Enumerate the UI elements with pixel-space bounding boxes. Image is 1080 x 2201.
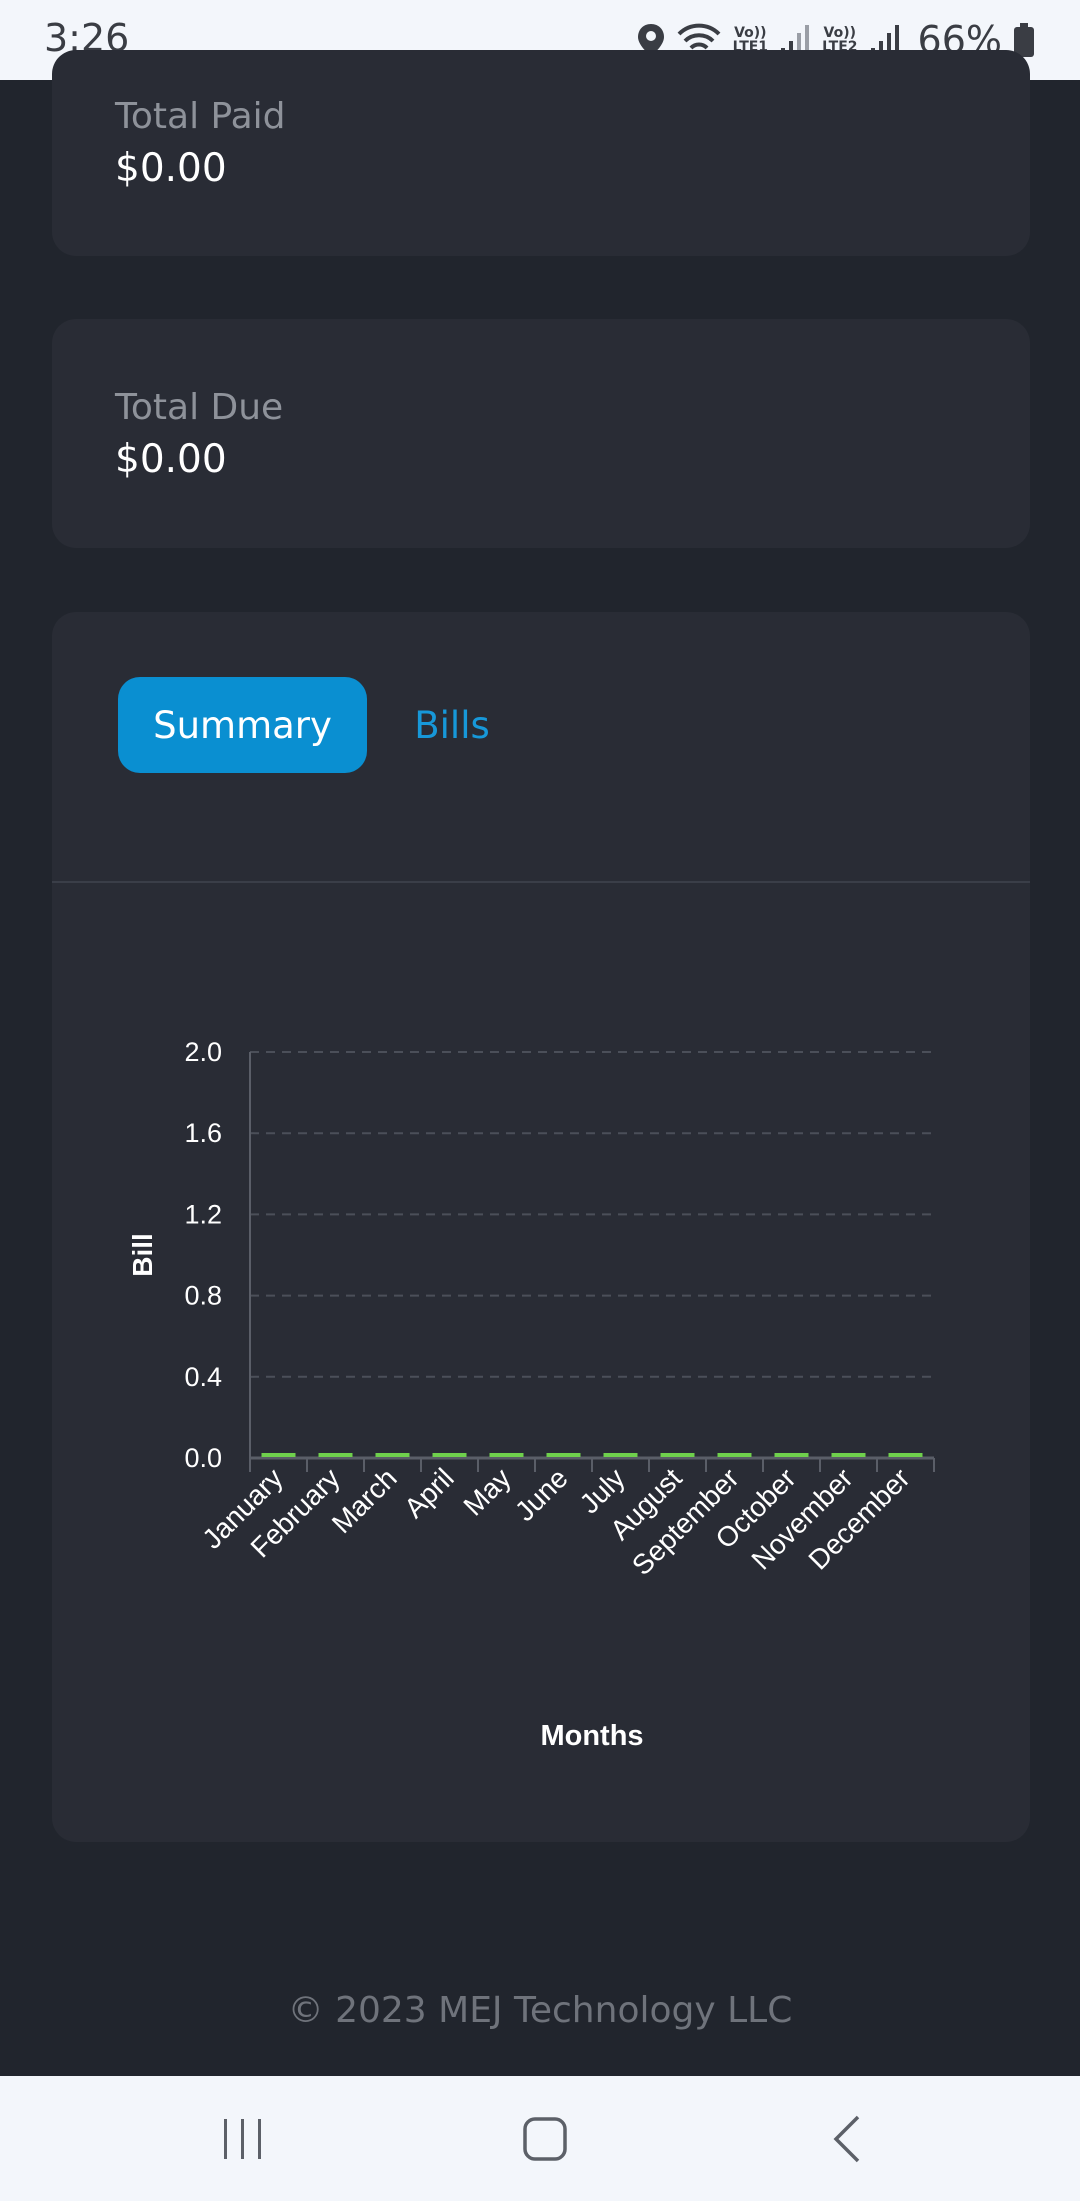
home-button[interactable] <box>485 2076 605 2201</box>
bar <box>603 1453 638 1457</box>
recent-apps-button[interactable] <box>183 2076 303 2201</box>
bar <box>660 1453 695 1457</box>
bar <box>888 1453 923 1457</box>
x-tick-label: April <box>398 1462 460 1524</box>
bar <box>717 1453 752 1457</box>
y-tick-label: 1.2 <box>184 1199 222 1229</box>
recent-apps-icon <box>224 2118 261 2159</box>
total-due-label: Total Due <box>115 387 284 428</box>
summary-card: Summary Bills 0.0 0.4 0.8 1.2 1.6 2.0 January F… <box>52 612 1030 1842</box>
x-tick-label: May <box>457 1462 516 1521</box>
tab-bills[interactable]: Bills <box>414 703 490 747</box>
tab-summary[interactable]: Summary <box>118 677 367 773</box>
total-paid-label: Total Paid <box>115 96 286 137</box>
x-tick-label: June <box>509 1462 574 1527</box>
bar <box>261 1453 296 1457</box>
y-axis-title: Bill <box>127 1233 158 1277</box>
battery-icon <box>1014 23 1034 57</box>
x-axis-title: Months <box>540 1720 643 1752</box>
bar <box>432 1453 467 1457</box>
back-button[interactable] <box>787 2076 907 2201</box>
navigation-bar <box>0 2076 1080 2201</box>
footer-copyright: © 2023 MEJ Technology LLC <box>287 1990 793 2031</box>
bar <box>318 1453 353 1457</box>
y-tick-label: 1.6 <box>184 1118 222 1148</box>
home-icon <box>523 2116 567 2161</box>
bar <box>489 1453 524 1457</box>
tab-divider <box>52 881 1030 883</box>
total-paid-card: Total Paid $0.00 <box>52 50 1030 256</box>
bar <box>546 1453 581 1457</box>
bar <box>774 1453 809 1457</box>
total-due-value: $0.00 <box>115 437 227 482</box>
back-icon <box>833 2115 860 2162</box>
y-tick-label: 0.8 <box>184 1281 222 1311</box>
bar <box>831 1453 866 1457</box>
total-paid-value: $0.00 <box>115 146 227 191</box>
x-tick-label: March <box>326 1462 403 1539</box>
bills-chart: 0.00.40.81.21.62.0JanuaryFebruaryMarchAp… <box>127 1037 935 1752</box>
y-tick-label: 0.4 <box>184 1362 222 1392</box>
bar <box>375 1453 410 1457</box>
location-icon <box>637 24 664 56</box>
y-tick-label: 0.0 <box>184 1443 222 1473</box>
total-due-card: Total Due $0.00 <box>52 319 1030 548</box>
y-tick-label: 2.0 <box>184 1037 222 1067</box>
